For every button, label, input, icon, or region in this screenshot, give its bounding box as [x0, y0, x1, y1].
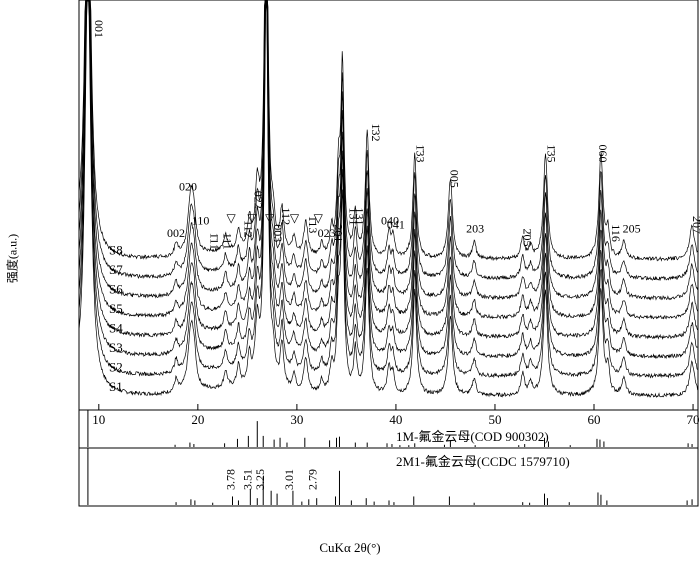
- sample-label-S2: S2: [109, 360, 123, 375]
- pattern-S4: [78, 0, 698, 340]
- peak-label: 022: [251, 191, 265, 209]
- pattern-S2: [78, 0, 698, 379]
- unidentified-marker: ▽: [290, 211, 300, 225]
- unidentified-marker: ▽: [314, 211, 324, 225]
- peak-label: 1̄32: [369, 123, 383, 141]
- x-tick-label-10: 10: [92, 412, 105, 427]
- peak-label: 041: [387, 218, 405, 232]
- peak-label: 005: [447, 170, 461, 188]
- x-tick-label-70: 70: [687, 412, 700, 427]
- peak-label: 020: [179, 180, 197, 194]
- d-spacing-label: 2.79: [306, 469, 320, 490]
- sample-label-S6: S6: [109, 282, 123, 297]
- sample-label-S5: S5: [109, 301, 123, 316]
- peak-label: 1̄13: [306, 216, 320, 234]
- d-spacing-label: 3.78: [224, 469, 238, 490]
- peak-label: 1̄31: [346, 207, 360, 225]
- reference-panel-1-label: 1M-氟金云母(COD 900302): [396, 429, 549, 444]
- peak-label: 060: [596, 144, 610, 162]
- y-axis-label: 强度(a.u.): [5, 233, 20, 284]
- x-tick-label-30: 30: [290, 412, 303, 427]
- peak-label: 205: [623, 222, 641, 236]
- peak-label: 2̄05: [521, 228, 535, 246]
- d-spacing-label: 3.51: [240, 469, 254, 490]
- d-spacing-label: 3.01: [282, 469, 296, 490]
- peak-label: 203: [466, 222, 484, 236]
- sample-label-S1: S1: [109, 379, 123, 394]
- reference-panel-2-frame: [78, 447, 699, 507]
- pattern-S6: [78, 0, 698, 301]
- unidentified-marker: ▽: [227, 211, 237, 225]
- x-tick-label-40: 40: [389, 412, 402, 427]
- x-tick-label-50: 50: [488, 412, 501, 427]
- peak-label: 131: [352, 208, 366, 226]
- sample-labels: S1 S2 S3 S4 S5 S6 S7 S8: [109, 243, 123, 395]
- pattern-S5: [78, 0, 698, 320]
- pattern-S8: [78, 0, 698, 262]
- sample-label-S4: S4: [109, 321, 123, 336]
- peak-label: 023: [318, 226, 336, 240]
- pattern-S3: [78, 0, 698, 360]
- peak-label: 002: [167, 226, 185, 240]
- sample-label-S3: S3: [109, 340, 123, 355]
- pattern-S7: [78, 0, 698, 282]
- peak-label: 1̄11: [208, 233, 222, 250]
- x-tick-label-20: 20: [191, 412, 204, 427]
- peak-label: 1̄33: [414, 145, 428, 163]
- peak-label: 001: [92, 20, 106, 38]
- d-spacing-label: 3.25: [253, 469, 267, 490]
- x-axis-label: CuKα 2θ(°): [319, 540, 381, 555]
- x-axis-ticks: 10 20 30 40 50 60 70: [92, 404, 700, 427]
- peak-label: 116: [609, 224, 623, 242]
- sample-label-S8: S8: [109, 243, 123, 258]
- sample-patterns: [78, 0, 698, 398]
- peak-label: 040: [381, 213, 399, 227]
- x-tick-label-60: 60: [588, 412, 601, 427]
- peak-label: 110: [192, 213, 210, 227]
- sample-label-S7: S7: [109, 262, 123, 277]
- peak-label: 111: [221, 233, 235, 250]
- pattern-S1: [78, 0, 698, 398]
- unidentified-markers: ▽ ▽ ▽ ▽ ▽: [227, 211, 324, 225]
- peak-label: 1̄12: [241, 220, 255, 238]
- reference-panel-1: [87, 410, 693, 447]
- unidentified-marker: ▽: [247, 211, 257, 225]
- peak-label: 112: [279, 208, 293, 226]
- peak-label: 2̄07: [690, 216, 700, 234]
- peak-label: 1̄35: [545, 144, 559, 162]
- unidentified-marker: ▽: [265, 211, 275, 225]
- reference-panel-2: 3.78 3.513.25 3.01 2.79: [87, 448, 693, 505]
- reference-panel-2-label: 2M1-氟金云母(CCDC 1579710): [396, 454, 570, 469]
- peak-label: 003: [271, 224, 285, 242]
- peak-label: 2̄01: [332, 224, 346, 242]
